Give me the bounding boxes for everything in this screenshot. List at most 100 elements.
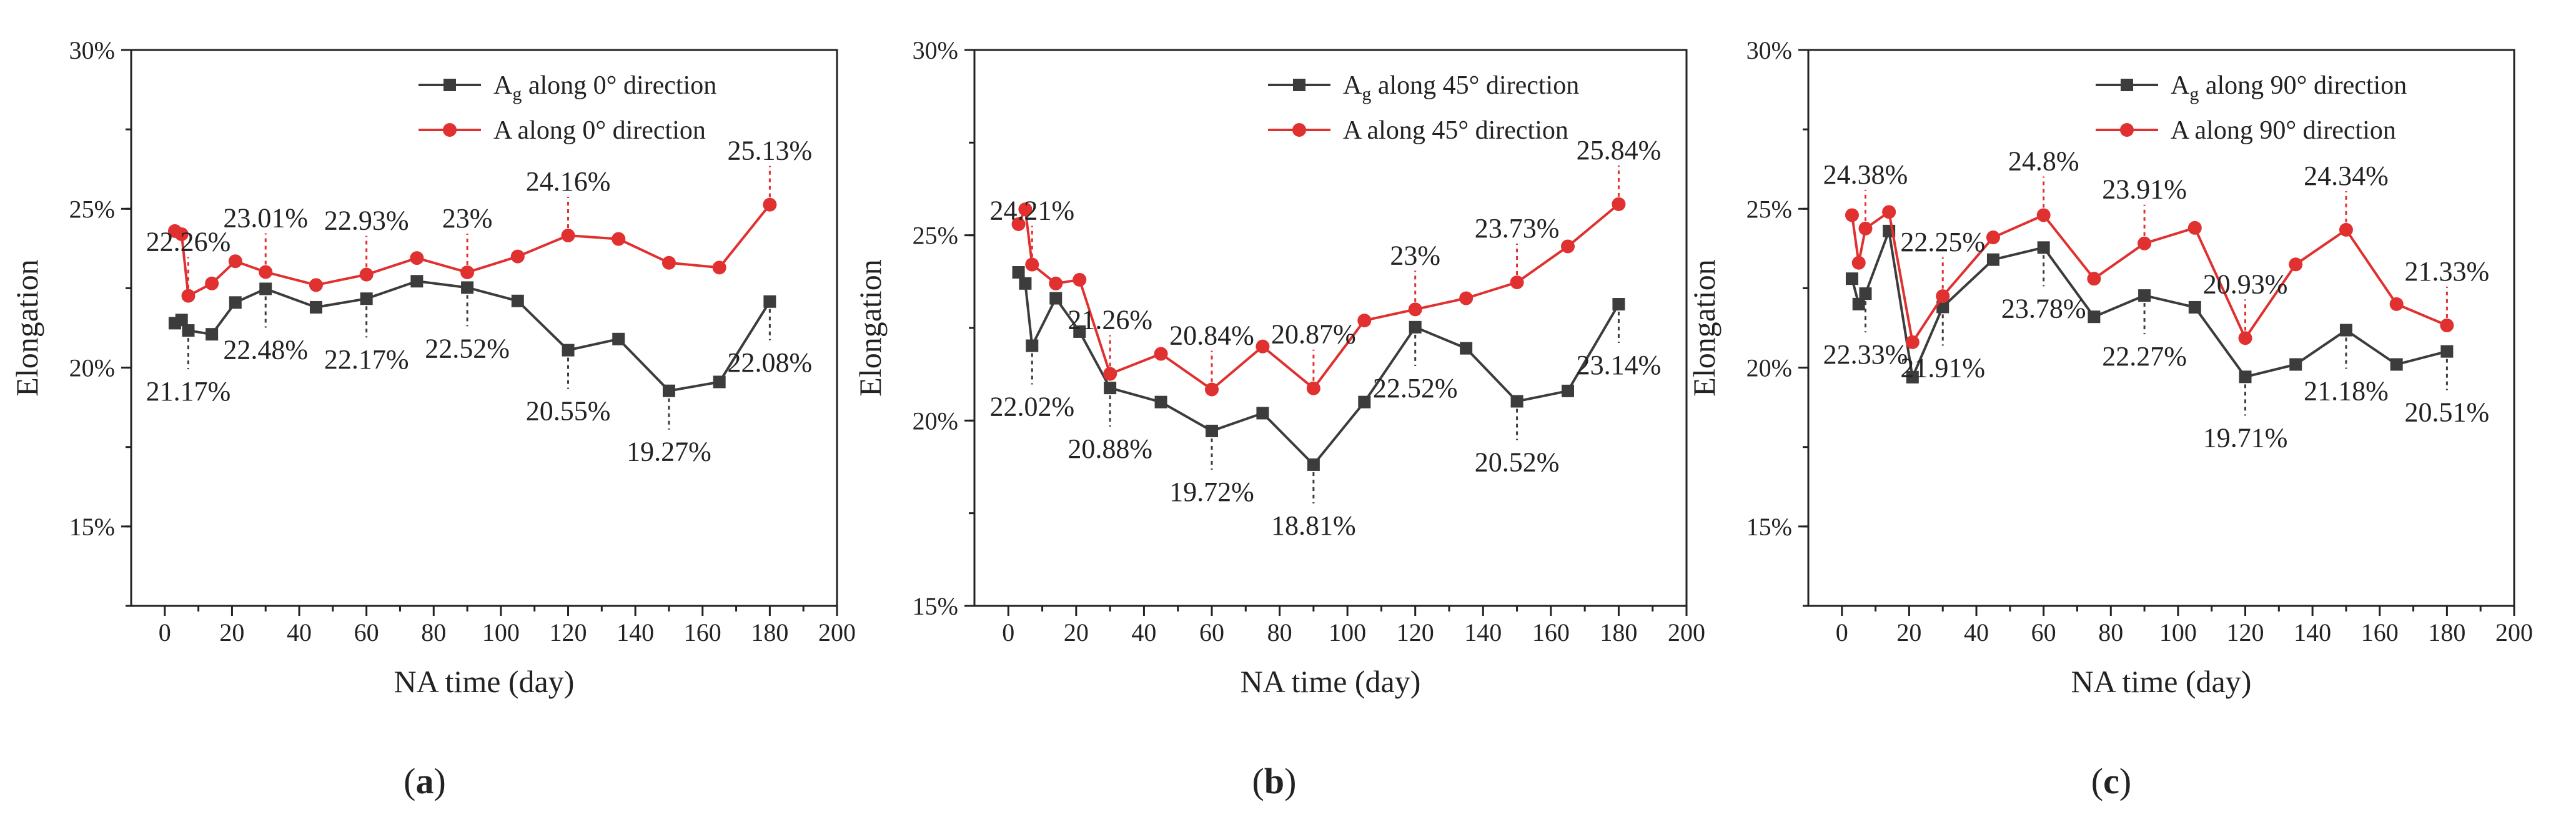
- data-label: 22.33%: [1823, 339, 1908, 370]
- data-point-ag: [562, 344, 575, 357]
- x-tick-label: 160: [1532, 618, 1570, 646]
- data-point-ag: [1859, 287, 1872, 300]
- data-point-a: [763, 197, 777, 212]
- data-label: 24.38%: [1823, 159, 1908, 190]
- chart-panel-b: 0 20 40 60 80 100 120 140 160 180 200 15% 20% 25% 30% N…: [853, 36, 1705, 801]
- data-point-ag: [2390, 358, 2403, 371]
- y-axis-title: Elongation: [1687, 259, 1721, 396]
- data-point-ag: [1986, 253, 1999, 266]
- data-point-ag: [1906, 370, 1919, 384]
- x-tick-label: 60: [2031, 618, 2056, 646]
- data-label: 22.27%: [2102, 341, 2187, 372]
- data-label: 23%: [442, 203, 493, 234]
- data-label: 20.84%: [1169, 320, 1254, 350]
- x-tick-label: 60: [354, 618, 379, 646]
- y-tick-label: 20%: [1746, 354, 1792, 382]
- data-label: 20.88%: [1068, 433, 1152, 464]
- data-point-a: [460, 265, 475, 279]
- x-tick-label: 100: [2159, 618, 2197, 646]
- data-label: 21.26%: [1068, 305, 1152, 335]
- data-point-ag: [2289, 358, 2302, 371]
- data-label: 23.01%: [223, 202, 308, 233]
- x-tick-label: 80: [2098, 618, 2123, 646]
- data-point-a: [228, 254, 242, 269]
- data-point-ag: [2037, 241, 2050, 254]
- data-point-a: [2036, 208, 2051, 222]
- plot-frame: [130, 49, 838, 607]
- data-point-a: [712, 260, 726, 275]
- y-tick-label: 15%: [69, 513, 115, 541]
- y-tick-label: 15%: [1746, 513, 1792, 541]
- data-label: 22.08%: [728, 347, 813, 378]
- data-point-a: [1018, 202, 1033, 217]
- data-point-a: [1025, 257, 1039, 272]
- data-label: 24.8%: [2008, 146, 2079, 176]
- y-tick-label: 20%: [69, 354, 115, 382]
- data-point-a: [1073, 272, 1087, 287]
- chart-panel-c: 0 20 40 60 80 100 120 140 160 180 200 15% 20% 25% 30% N…: [1687, 36, 2533, 801]
- data-point-ag: [1307, 458, 1320, 471]
- data-label: 22.93%: [324, 206, 409, 236]
- data-point-ag: [1562, 384, 1574, 397]
- data-point-a: [1459, 291, 1474, 305]
- data-point-ag: [1026, 339, 1039, 352]
- y-tick-label: 25%: [913, 222, 958, 250]
- data-point-a: [359, 267, 374, 282]
- x-tick-label: 160: [2361, 618, 2399, 646]
- x-tick-label: 180: [2428, 618, 2465, 646]
- legend-marker: [2121, 79, 2133, 91]
- x-tick-label: 120: [550, 618, 587, 646]
- data-point-a: [1845, 208, 1859, 222]
- data-point-ag: [2188, 300, 2201, 314]
- data-point-a: [2238, 331, 2252, 345]
- data-point-a: [309, 278, 323, 292]
- legend-label: Ag along 45° direction: [1343, 71, 1579, 104]
- data-label: 22.02%: [989, 391, 1074, 422]
- data-point-a: [2187, 220, 2202, 235]
- data-label: 24.21%: [989, 196, 1074, 226]
- x-tick-label: 140: [1464, 618, 1502, 646]
- data-label: 22.48%: [223, 334, 308, 365]
- x-tick-label: 80: [421, 618, 446, 646]
- data-point-a: [1905, 335, 1920, 349]
- x-tick-label: 40: [1131, 618, 1156, 646]
- chart-panel-a: 0 20 40 60 80 100 120 140 160 180 200 15% 20% 25% 30% N…: [9, 36, 856, 801]
- data-point-ag: [229, 296, 242, 309]
- x-tick-label: 140: [617, 618, 654, 646]
- data-label: 21.91%: [1900, 352, 1985, 383]
- data-point-ag: [2088, 310, 2101, 324]
- data-point-a: [1154, 347, 1168, 361]
- x-tick-label: 20: [1064, 618, 1089, 646]
- data-label: 20.52%: [1475, 447, 1560, 477]
- y-tick-label: 30%: [1746, 36, 1792, 64]
- data-label: 19.27%: [627, 437, 711, 467]
- data-point-ag: [1073, 325, 1086, 338]
- data-point-ag: [1612, 298, 1625, 311]
- data-point-a: [259, 265, 273, 279]
- legend-label: Ag along 90° direction: [2171, 71, 2407, 104]
- data-point-a: [1408, 302, 1422, 317]
- data-point-a: [2339, 222, 2353, 237]
- x-tick-label: 180: [751, 618, 788, 646]
- data-label: 22.52%: [425, 333, 510, 364]
- legend-marker: [2120, 123, 2134, 137]
- data-label: 21.33%: [2405, 256, 2490, 287]
- data-point-ag: [612, 332, 625, 345]
- data-point-ag: [1019, 277, 1032, 290]
- data-point-ag: [1845, 272, 1858, 285]
- legend-label: Ag along 0° direction: [493, 71, 716, 104]
- y-tick-label: 15%: [913, 592, 958, 620]
- data-point-a: [1612, 197, 1626, 211]
- data-point-ag: [1256, 407, 1269, 420]
- data-point-a: [410, 251, 424, 265]
- data-point-a: [2389, 297, 2404, 311]
- data-point-a: [2289, 257, 2303, 272]
- x-tick-label: 120: [2227, 618, 2264, 646]
- data-label: 20.87%: [1271, 319, 1356, 350]
- x-tick-label: 40: [287, 618, 312, 646]
- data-label: 18.81%: [1271, 510, 1356, 541]
- legend-marker: [443, 123, 457, 137]
- data-label: 19.71%: [2203, 422, 2288, 453]
- data-point-ag: [461, 281, 474, 294]
- x-tick-label: 20: [1896, 618, 1921, 646]
